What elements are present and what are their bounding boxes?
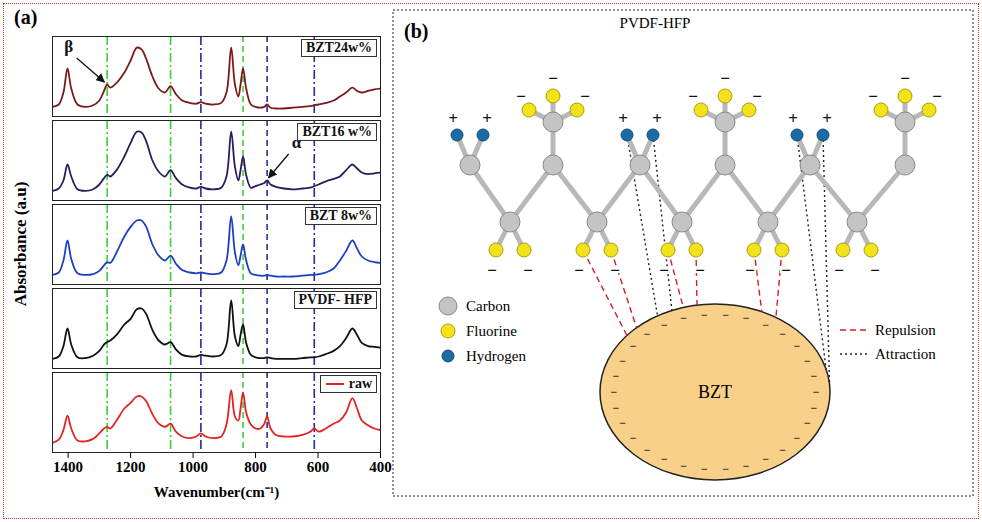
html-text:(a): (a) [14, 6, 38, 28]
svg-text:−: − [793, 431, 800, 445]
html-text:BZT16 w%: BZT16 w% [302, 124, 372, 139]
html-text:PVDF- HFP: PVDF- HFP [298, 292, 372, 307]
svg-text:−: − [804, 416, 811, 430]
html-text:BZT 8w%: BZT 8w% [309, 208, 372, 223]
svg-text:−: − [834, 261, 844, 280]
svg-text:−: − [487, 261, 497, 280]
svg-text:−: − [781, 261, 791, 280]
svg-text:−: − [701, 462, 708, 476]
svg-text:+: + [618, 109, 628, 128]
svg-text:−: − [900, 69, 910, 88]
svg-text:−: − [762, 318, 769, 332]
svg-text:Attraction: Attraction [875, 346, 936, 362]
svg-text:+: + [652, 109, 662, 128]
svg-text:−: − [868, 87, 878, 106]
svg-text:−: − [661, 452, 668, 466]
svg-text:−: − [523, 261, 533, 280]
svg-text:−: − [613, 401, 620, 415]
svg-text:+: + [482, 109, 492, 128]
svg-text:(b): (b) [404, 20, 428, 43]
svg-text:−: − [870, 261, 880, 280]
svg-text:−: − [574, 261, 584, 280]
svg-text:−: − [743, 459, 750, 473]
svg-text:−: − [762, 452, 769, 466]
svg-text:−: − [659, 261, 669, 280]
svg-text:−: − [793, 339, 800, 353]
svg-text:−: − [722, 462, 729, 476]
html-text:raw: raw [348, 376, 372, 391]
svg-text:−: − [630, 339, 637, 353]
svg-text:Absorbance (a.u): Absorbance (a.u) [11, 182, 30, 307]
svg-text:−: − [644, 327, 651, 341]
svg-text:1000: 1000 [178, 459, 208, 475]
svg-text:−: − [779, 327, 786, 341]
svg-text:−: − [610, 385, 617, 399]
svg-text:Hydrogen: Hydrogen [466, 348, 526, 364]
svg-text:−: − [613, 369, 620, 383]
svg-text:β: β [64, 37, 73, 56]
svg-text:−: − [630, 431, 637, 445]
svg-text:−: − [932, 87, 942, 106]
svg-text:−: − [548, 69, 558, 88]
svg-text:−: − [695, 261, 705, 280]
svg-text:−: − [516, 87, 526, 106]
svg-text:600: 600 [307, 459, 330, 475]
svg-text:−: − [619, 416, 626, 430]
svg-text:Wavenumber(cm⁻¹): Wavenumber(cm⁻¹) [154, 484, 279, 501]
svg-text:BZT: BZT [698, 382, 732, 402]
svg-text:+: + [822, 109, 832, 128]
svg-text:−: − [680, 311, 687, 325]
svg-text:Fluorine: Fluorine [466, 323, 517, 339]
svg-text:−: − [644, 443, 651, 457]
svg-text:−: − [811, 401, 818, 415]
svg-text:−: − [701, 308, 708, 322]
svg-text:−: − [745, 261, 755, 280]
svg-text:−: − [804, 354, 811, 368]
svg-text:−: − [743, 311, 750, 325]
svg-text:−: − [779, 443, 786, 457]
svg-text:Repulsion: Repulsion [875, 322, 936, 338]
svg-text:−: − [722, 308, 729, 322]
svg-text:−: − [661, 318, 668, 332]
svg-text:−: − [813, 385, 820, 399]
svg-text:800: 800 [244, 459, 266, 475]
svg-text:−: − [752, 87, 762, 106]
svg-text:+: + [788, 109, 798, 128]
svg-text:α: α [291, 133, 302, 152]
svg-text:400: 400 [369, 459, 392, 475]
svg-text:+: + [448, 109, 458, 128]
html-text:BZT24w%: BZT24w% [305, 40, 372, 55]
svg-text:Carbon: Carbon [466, 298, 511, 314]
svg-text:1400: 1400 [53, 459, 83, 475]
svg-text:−: − [580, 87, 590, 106]
svg-text:PVDF-HFP: PVDF-HFP [620, 15, 691, 31]
svg-text:−: − [811, 369, 818, 383]
svg-text:−: − [619, 354, 626, 368]
svg-text:−: − [680, 459, 687, 473]
svg-text:−: − [720, 69, 730, 88]
svg-text:−: − [610, 261, 620, 280]
svg-text:−: − [688, 87, 698, 106]
svg-text:1200: 1200 [116, 459, 146, 475]
